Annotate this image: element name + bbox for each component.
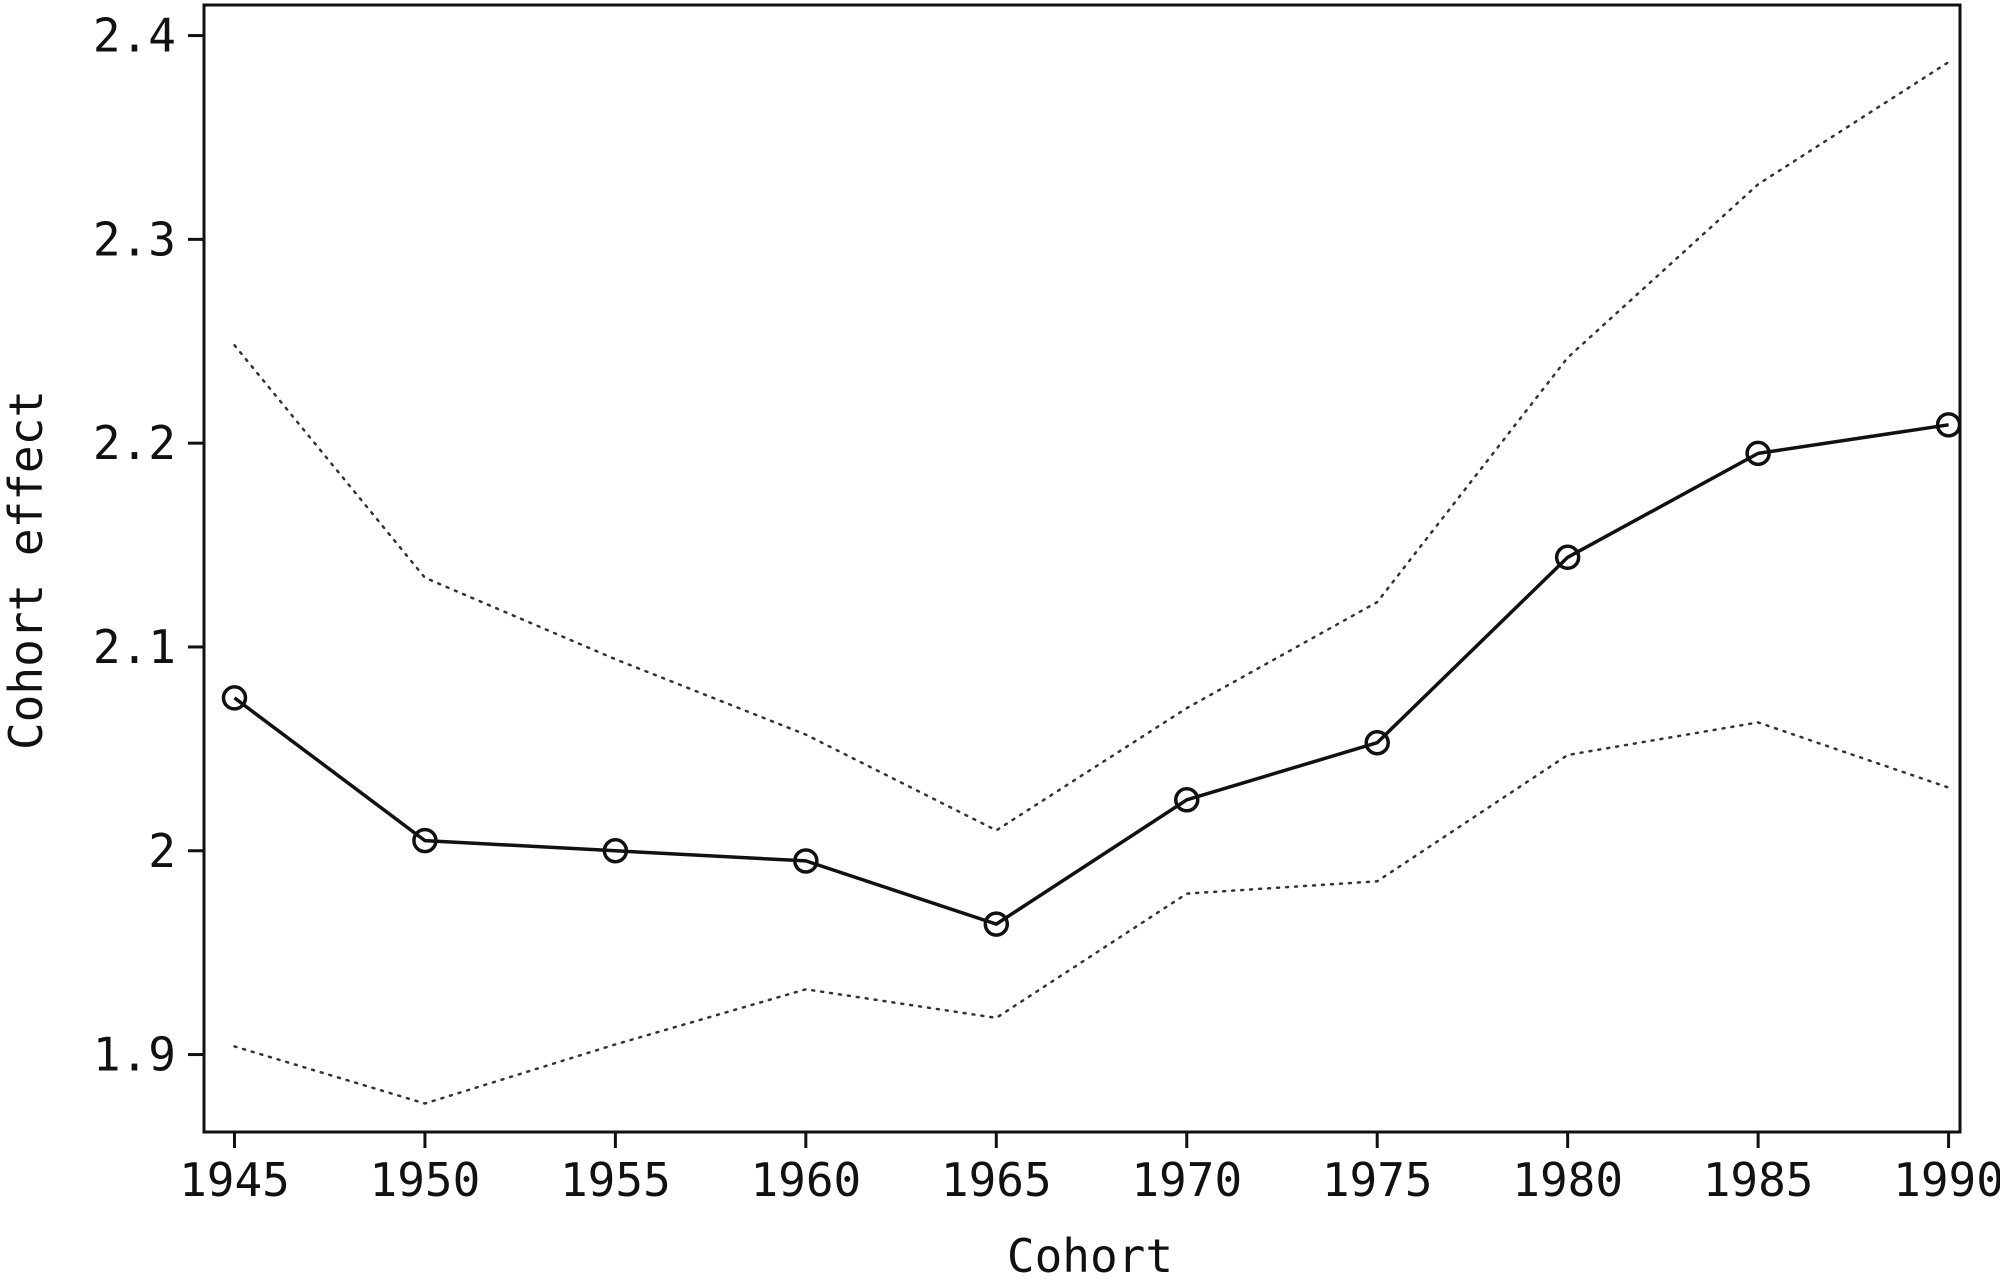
upper-confidence-line (233, 60, 1950, 832)
x-tick-label: 1990 (1893, 1153, 2000, 1207)
y-tick-label: 2 (148, 824, 176, 878)
y-tick-label: 2.4 (93, 9, 176, 63)
data-point-marker (602, 838, 629, 864)
x-tick-label: 1955 (560, 1153, 671, 1207)
data-point-marker (1935, 412, 1962, 438)
data-point-marker (221, 685, 248, 711)
data-point-marker (1745, 440, 1771, 467)
data-point-marker (1174, 787, 1200, 813)
x-tick-label: 1975 (1322, 1153, 1433, 1207)
x-axis-title: Cohort (1007, 1229, 1173, 1280)
y-tick-label: 2.1 (93, 620, 176, 674)
x-axis: 1945 1950 1955 1960 1965 1970 1975 1980 1985 1990 (179, 1132, 2000, 1207)
x-tick-label: 1980 (1512, 1153, 1623, 1207)
x-tick-label: 1970 (1131, 1153, 1242, 1207)
data-point-marker (983, 911, 1010, 937)
data-point-marker (1554, 544, 1581, 571)
x-tick-label: 1960 (750, 1153, 861, 1207)
data-point-marker (793, 848, 819, 874)
data-point-marker (1364, 729, 1390, 756)
y-axis-title: Cohort effect (0, 390, 53, 750)
cohort-effect-line (233, 423, 1949, 926)
y-tick-label: 2.2 (93, 416, 176, 470)
x-tick-label: 1985 (1703, 1153, 1814, 1207)
data-point-marker (412, 827, 438, 854)
y-tick-label: 1.9 (93, 1028, 176, 1082)
y-tick-label: 2.3 (93, 212, 176, 266)
series-layer (221, 60, 1962, 1105)
x-tick-label: 1945 (179, 1153, 290, 1207)
y-axis: 1.9 2 2.1 2.2 2.3 2.4 (93, 9, 204, 1082)
x-tick-label: 1965 (941, 1153, 1052, 1207)
plot-frame (202, 3, 1962, 1134)
x-tick-label: 1950 (370, 1153, 481, 1207)
lower-confidence-line (233, 721, 1950, 1105)
